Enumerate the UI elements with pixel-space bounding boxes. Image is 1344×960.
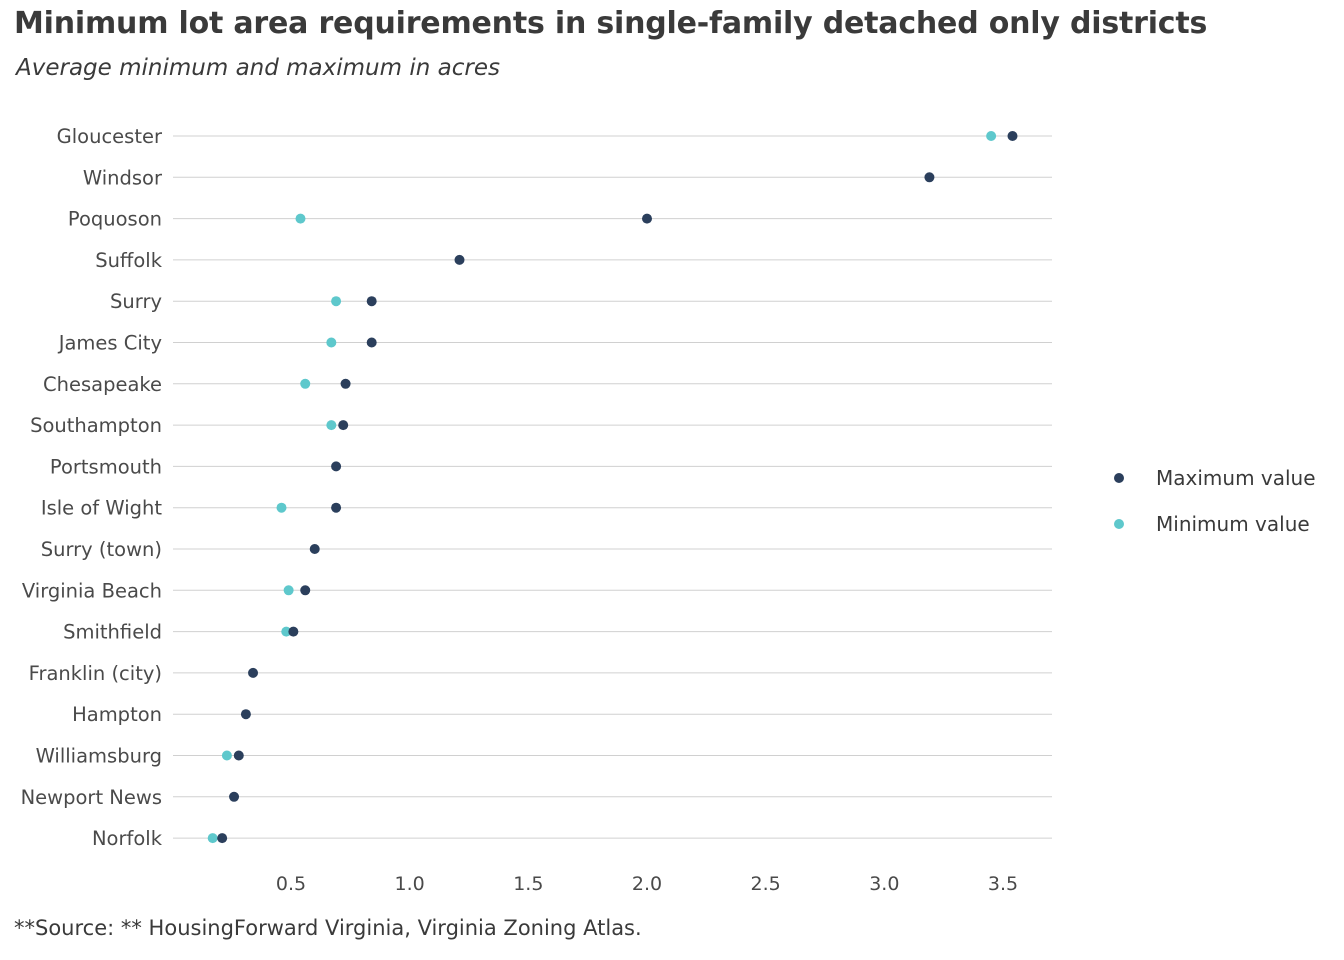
maximum-point [217,833,228,844]
legend-label-minimum: Minimum value [1156,512,1310,536]
category-label: Norfolk [92,827,163,850]
category-label: Franklin (city) [29,662,162,685]
maximum-point [340,378,351,389]
maximum-point [338,420,349,431]
chart-subtitle: Average minimum and maximum in acres [16,55,500,81]
category-label: Windsor [83,166,163,189]
category-label: Hampton [72,703,162,726]
category-label: Gloucester [57,125,163,148]
maximum-point [229,791,240,802]
maximum-point [331,502,342,513]
x-tick-label: 3.5 [988,873,1018,895]
chart-title: Minimum lot area requirements in single-… [14,6,1208,41]
category-label: James City [57,332,162,355]
maximum-point [300,585,311,596]
x-tick-label: 1.5 [513,873,543,895]
minimum-point [326,337,337,348]
minimum-point [326,420,337,431]
legend-item-maximum: Maximum value [1108,455,1316,501]
maximum-point [366,296,377,307]
maximum-point [309,544,320,554]
x-axis-tick-labels: 0.5 1.0 1.5 2.0 2.5 3.0 3.5 [276,873,1018,895]
x-tick-label: 1.0 [395,873,425,895]
grid-layer [173,135,1052,839]
x-tick-label: 2.0 [632,873,662,895]
category-label: Williamsburg [36,745,162,768]
x-tick-label: 3.0 [869,873,899,895]
maximum-point [233,750,244,761]
legend-label-maximum: Maximum value [1156,466,1316,490]
minimum-point [295,213,306,224]
minimum-point [331,296,342,307]
maximum-point [924,172,935,183]
minimum-point [986,131,997,141]
category-label: Surry (town) [41,538,162,561]
source-caption: **Source: ** HousingForward Virginia, Vi… [14,916,642,940]
maximum-point [642,213,652,224]
category-label: Newport News [21,786,162,809]
maximum-point [454,254,465,265]
maximum-point [366,337,377,348]
category-label: Virginia Beach [22,579,162,602]
maximum-point [288,626,299,637]
legend: Maximum value Minimum value [1108,455,1316,547]
x-tick-label: 2.5 [751,873,781,895]
minimum-point [207,833,218,844]
minimum-point [281,626,292,637]
category-label: Chesapeake [43,373,162,396]
category-labels: Gloucester Windsor Poquoson Suffolk Surry Jam… [21,125,163,850]
category-label: Suffolk [95,249,163,272]
maximum-point [1007,131,1018,141]
maximum-point [240,709,251,720]
legend-item-minimum: Minimum value [1108,501,1316,547]
minimum-series [207,131,997,844]
legend-marker-maximum [1114,473,1124,483]
minimum-point [300,378,311,389]
category-label: Smithfield [63,621,162,644]
x-tick-label: 0.5 [276,873,306,895]
maximum-series [217,131,1018,844]
category-label: Surry [110,290,162,313]
category-label: Southampton [30,414,162,437]
maximum-point [248,667,259,678]
legend-marker-minimum [1114,519,1124,529]
minimum-point [221,750,232,761]
minimum-point [283,585,294,596]
category-label: Poquoson [68,208,162,231]
category-label: Portsmouth [50,455,162,478]
minimum-point [276,502,287,513]
category-label: Isle of Wight [41,497,163,520]
maximum-point [331,461,342,472]
